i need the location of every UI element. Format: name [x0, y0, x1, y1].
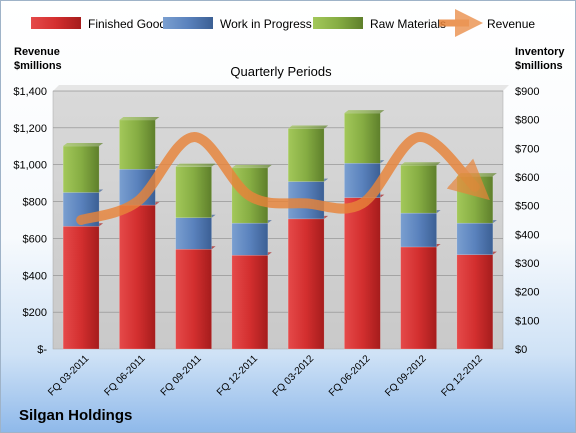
- legend-swatch-raw-materials: [313, 17, 363, 29]
- x-tick-label: FQ 06-2012: [327, 353, 373, 399]
- left-tick-label: $-: [37, 344, 47, 356]
- right-tick-label: $300: [515, 258, 539, 270]
- x-tick-label: FQ 03-2012: [271, 353, 317, 399]
- left-axis-ticks: $- $200 $400 $600 $800 $1,000 $1,200 $1,400: [13, 86, 47, 356]
- bar-finished-goods: [119, 204, 156, 350]
- bar-raw-materials: [62, 145, 100, 193]
- bar-work-in-progress: [175, 217, 212, 250]
- right-tick-label: $0: [515, 344, 527, 356]
- bar-raw-materials: [175, 166, 212, 218]
- bar-finished-goods: [400, 246, 437, 350]
- left-tick-label: $600: [23, 233, 47, 245]
- chart-title: Quarterly Periods: [230, 64, 332, 79]
- bar-raw-materials: [119, 119, 156, 170]
- left-tick-label: $1,000: [13, 160, 47, 172]
- plot-back-wall: [53, 85, 509, 91]
- legend-item-work-in-progress[interactable]: Work in Progress: [163, 17, 312, 31]
- right-axis-title-line1: Inventory: [515, 46, 565, 58]
- bar-raw-materials-top: [288, 125, 329, 129]
- bar-raw-materials-top: [175, 163, 216, 167]
- right-tick-label: $900: [515, 86, 539, 98]
- right-tick-label: $600: [515, 172, 539, 184]
- legend-swatch-finished-goods: [31, 17, 81, 29]
- bar-raw-materials-top: [400, 162, 441, 166]
- bar-raw-materials-top: [63, 143, 104, 147]
- left-axis-title-line1: Revenue: [14, 46, 60, 58]
- right-tick-label: $800: [515, 115, 539, 127]
- legend-label-finished-goods: Finished Goods: [88, 17, 172, 31]
- legend: Finished Goods Work in Progress Raw Mate…: [31, 9, 535, 37]
- legend-item-raw-materials[interactable]: Raw Materials: [313, 17, 446, 31]
- bar-work-in-progress: [231, 222, 269, 256]
- bar-finished-goods: [287, 218, 325, 350]
- bar-work-in-progress: [456, 222, 494, 255]
- bar-raw-materials: [287, 128, 325, 182]
- right-tick-label: $400: [515, 229, 539, 241]
- x-tick-label: FQ 06-2011: [103, 353, 148, 398]
- x-tick-label: FQ 03-2011: [46, 353, 91, 398]
- legend-label-revenue: Revenue: [487, 17, 535, 31]
- bar-raw-materials: [344, 112, 381, 164]
- right-axis-title-line2: $millions: [515, 60, 563, 72]
- bars: [62, 110, 497, 350]
- x-axis-ticks: FQ 03-2011 FQ 06-2011 FQ 09-2011 FQ 12-2011…: [46, 353, 485, 399]
- left-axis-title-line2: $millions: [14, 60, 62, 72]
- x-tick-label: FQ 09-2011: [159, 353, 204, 398]
- left-tick-label: $1,200: [13, 123, 47, 135]
- legend-label-raw-materials: Raw Materials: [370, 17, 446, 31]
- bar-finished-goods: [456, 254, 494, 350]
- legend-swatch-work-in-progress: [163, 17, 213, 29]
- bar-finished-goods: [231, 255, 269, 350]
- x-tick-label: FQ 12-2011: [215, 353, 260, 398]
- revenue-line: [76, 132, 490, 225]
- company-name: Silgan Holdings: [19, 407, 133, 424]
- left-tick-label: $1,400: [13, 86, 47, 98]
- bar-finished-goods: [175, 248, 212, 350]
- right-tick-label: $700: [515, 143, 539, 155]
- revenue-line-path: [76, 132, 490, 225]
- legend-item-revenue[interactable]: Revenue: [439, 9, 535, 37]
- bar-raw-materials-top: [119, 116, 160, 120]
- left-tick-label: $400: [23, 270, 47, 282]
- legend-item-finished-goods[interactable]: Finished Goods: [31, 17, 172, 31]
- x-tick-label: FQ 12-2012: [439, 353, 485, 399]
- bar-raw-materials-top: [344, 110, 385, 114]
- bar-finished-goods: [62, 226, 100, 350]
- x-tick-label: FQ 09-2012: [383, 353, 429, 399]
- right-tick-label: $100: [515, 315, 539, 327]
- right-tick-label: $500: [515, 201, 539, 213]
- left-tick-label: $200: [23, 307, 47, 319]
- legend-label-work-in-progress: Work in Progress: [220, 17, 312, 31]
- right-tick-label: $200: [515, 287, 539, 299]
- bar-raw-materials-top: [231, 164, 272, 168]
- left-tick-label: $800: [23, 197, 47, 209]
- right-axis-ticks: $0 $100 $200 $300 $400 $500 $600 $700 $800 $900: [515, 86, 539, 356]
- bar-raw-materials: [400, 164, 437, 214]
- bar-work-in-progress: [400, 212, 437, 248]
- bar-finished-goods: [344, 197, 381, 350]
